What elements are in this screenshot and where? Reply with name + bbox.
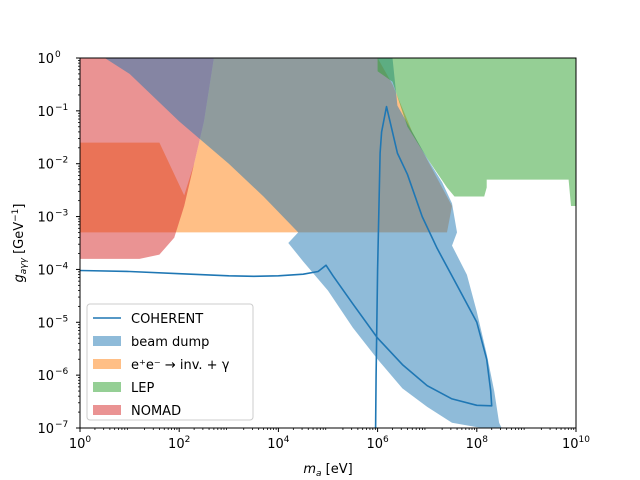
x-axis: 100 102 104 106 108 1010 <box>69 428 590 452</box>
y-tick-exponent: −5 <box>55 314 68 324</box>
lines-layer <box>80 105 493 428</box>
x-tick-label: 1010 <box>562 435 590 452</box>
y-tick-label: 10 <box>37 211 54 226</box>
x-tick-label: 104 <box>267 435 290 452</box>
y-tick-exponent: −6 <box>55 367 69 377</box>
legend-lep-swatch <box>93 382 121 392</box>
y-tick-exponent: −7 <box>55 420 68 430</box>
y-tick-label: 10 <box>37 263 54 278</box>
y-tick-exponent: −2 <box>55 156 68 166</box>
y-tick-exponent: −3 <box>55 209 68 219</box>
areas-layer <box>80 58 576 428</box>
x-tick-label: 100 <box>69 435 92 452</box>
y-tick-label: 10 <box>37 52 54 67</box>
x-tick-label: 108 <box>466 435 489 452</box>
legend-e-e-inv-label: e⁺e⁻ → inv. + γ <box>131 358 230 373</box>
series-coherent-line <box>80 105 493 428</box>
legend-coherent-label: COHERENT <box>131 312 203 327</box>
y-tick-exponent: 0 <box>55 50 61 60</box>
y-tick-label: 10 <box>37 158 54 173</box>
legend-nomad-label: NOMAD <box>131 404 181 419</box>
y-axis-label: gaγγ [GeV−1] <box>11 204 29 283</box>
x-tick-label: 106 <box>366 435 389 452</box>
series-lep-area <box>377 58 576 206</box>
legend-nomad-swatch <box>93 405 121 415</box>
y-tick-exponent: −1 <box>55 103 68 113</box>
legend: COHERENT beam dump e⁺e⁻ → inv. + γ LEP NOMAD <box>86 303 254 421</box>
y-tick-exponent: −4 <box>55 261 69 271</box>
series-beam-dump-area <box>104 58 502 428</box>
legend-e-e-inv-swatch <box>93 359 121 369</box>
legend-beam-dump-swatch <box>93 336 121 346</box>
y-tick-label: 10 <box>37 105 54 120</box>
legend-beam-dump-label: beam dump <box>131 335 209 350</box>
legend-box <box>86 303 254 421</box>
y-tick-label: 10 <box>37 316 54 331</box>
y-tick-label: 10 <box>37 422 54 437</box>
y-tick-label: 10 <box>37 369 54 384</box>
x-axis-label: ma [eV] <box>303 462 352 479</box>
plot-frame <box>79 57 577 429</box>
legend-lep-label: LEP <box>131 381 154 396</box>
x-tick-label: 102 <box>168 435 190 452</box>
